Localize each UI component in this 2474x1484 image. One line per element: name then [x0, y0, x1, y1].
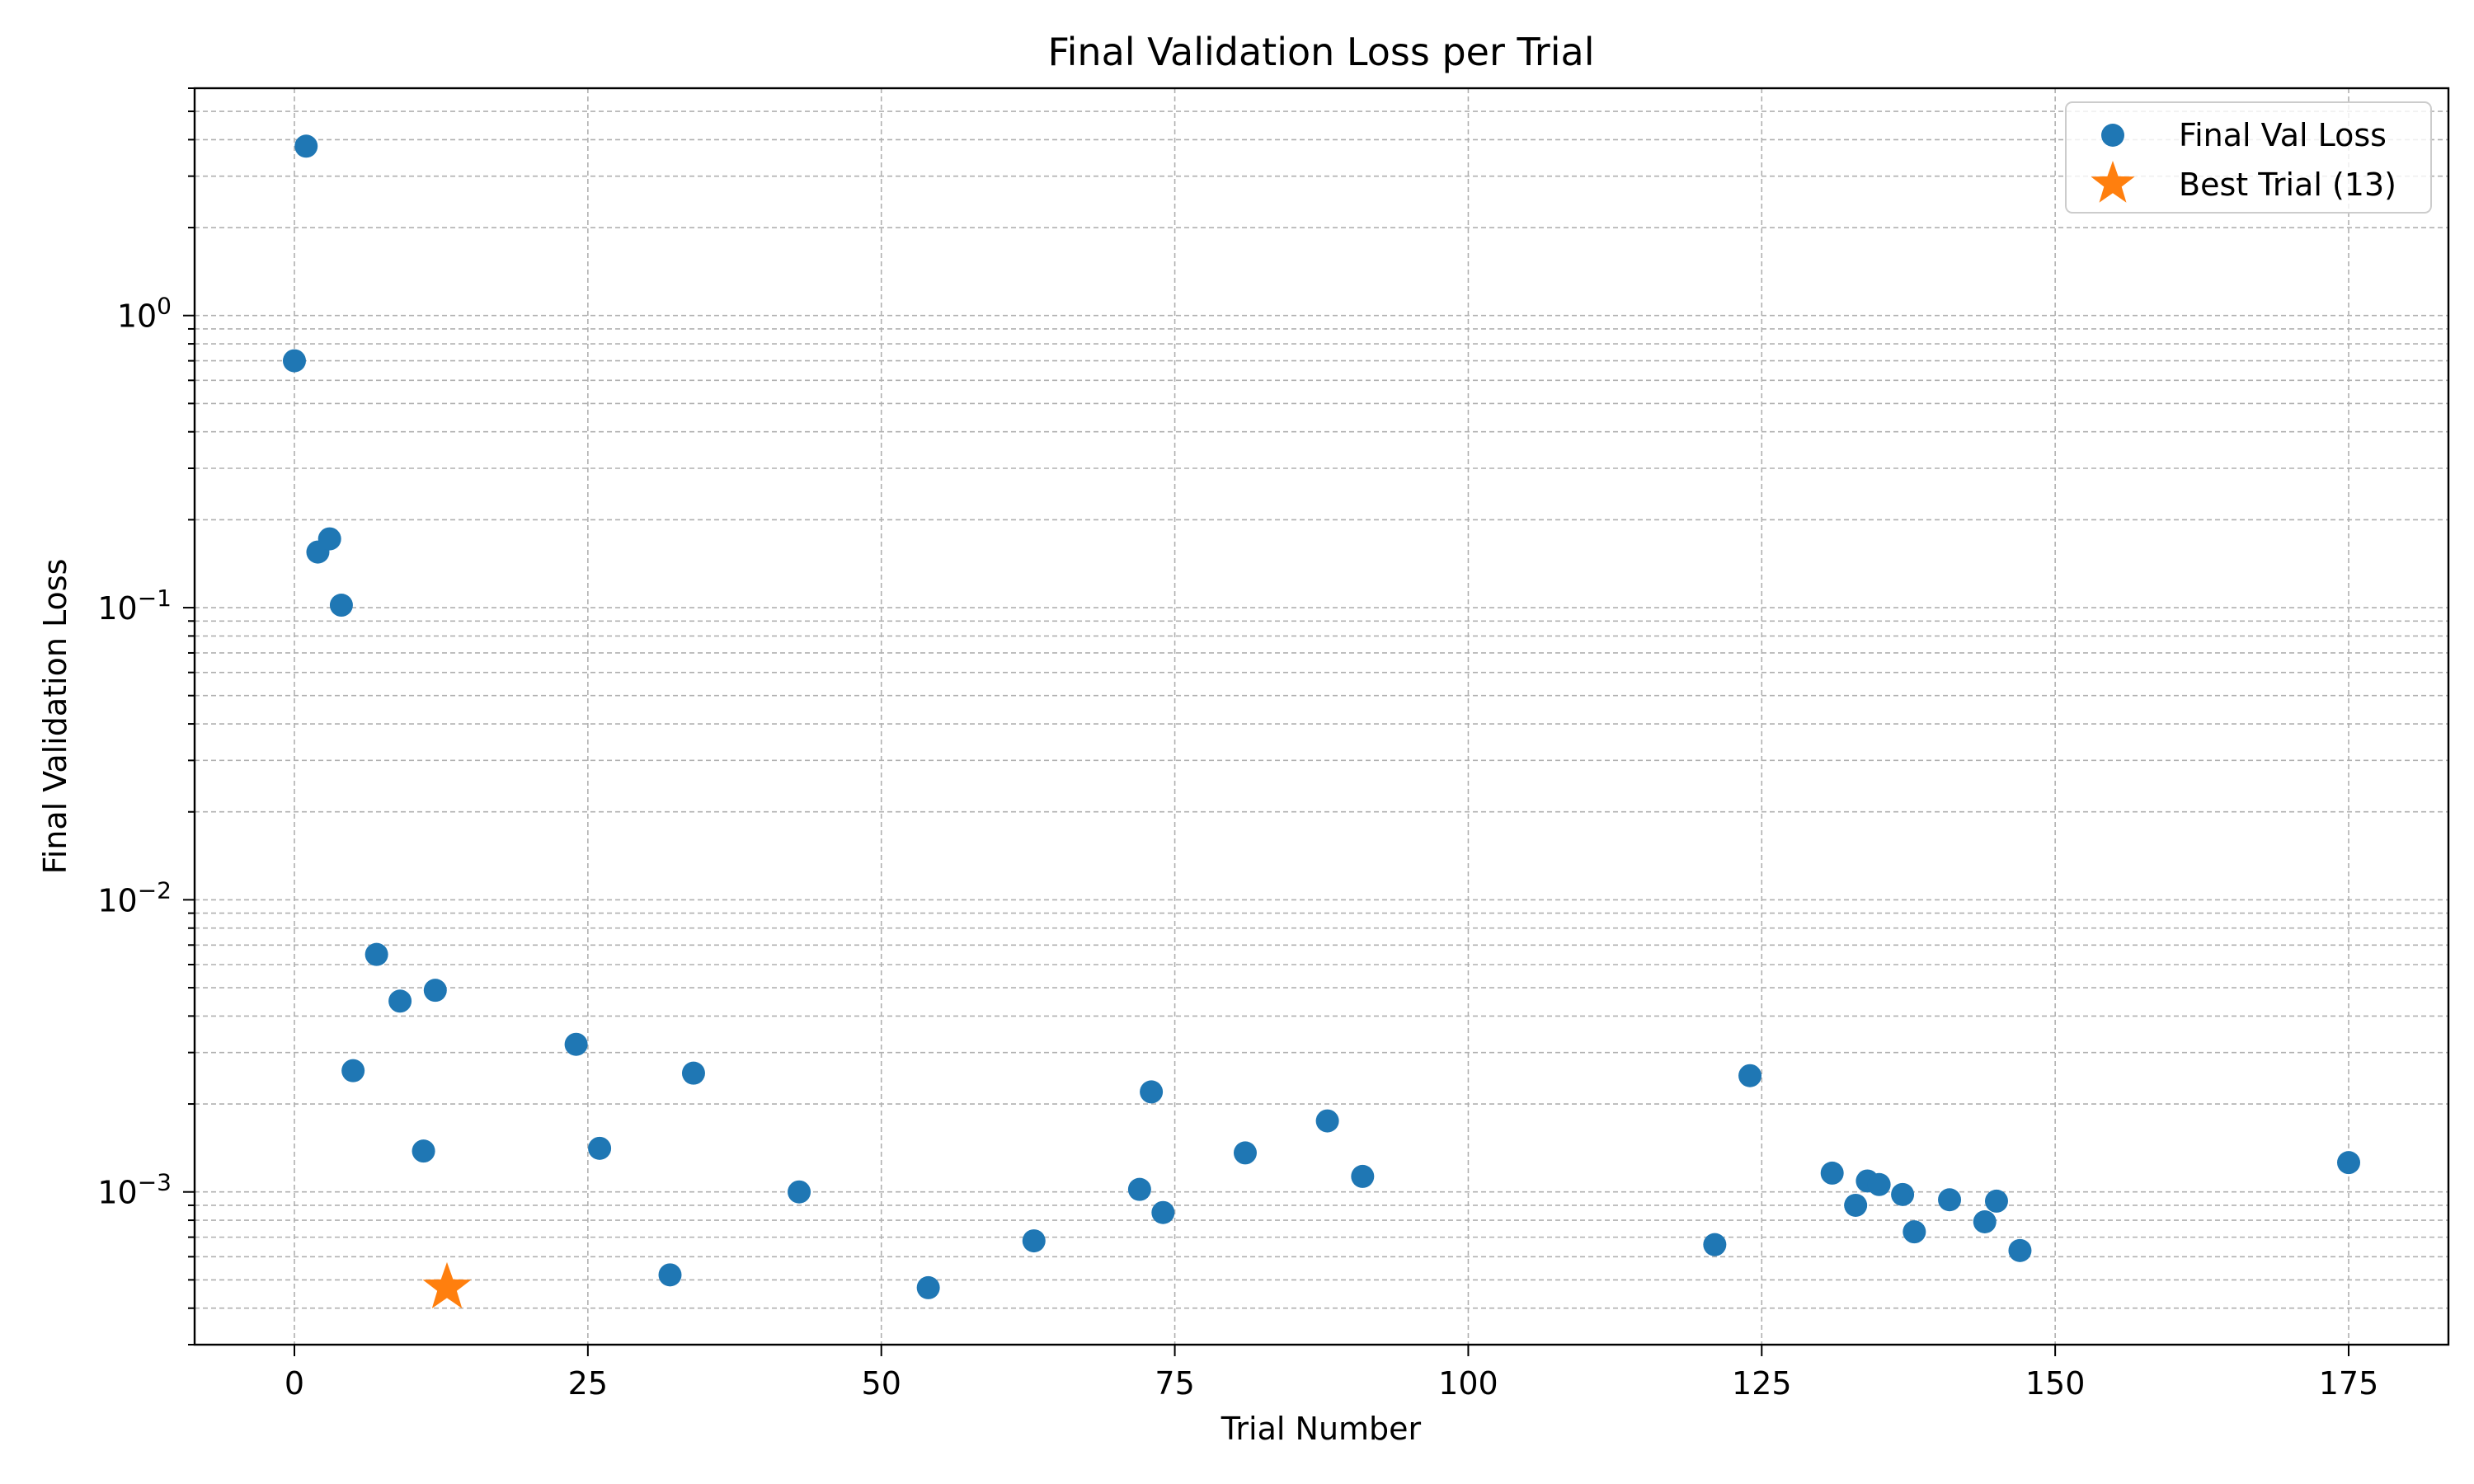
data-point: [1973, 1210, 1997, 1234]
data-point: [1984, 1189, 2008, 1213]
data-point: [388, 989, 412, 1013]
data-point: [564, 1032, 588, 1056]
x-tick-label: 100: [1438, 1365, 1498, 1402]
x-tick-label: 150: [2025, 1365, 2086, 1402]
legend-label-final-val-loss: Final Val Loss: [2179, 117, 2387, 153]
data-point: [1140, 1080, 1164, 1104]
x-tick-label: 50: [862, 1365, 901, 1402]
data-point: [1703, 1233, 1727, 1256]
data-point: [1351, 1164, 1375, 1188]
data-point: [1233, 1141, 1257, 1165]
legend-star-shape: [2091, 161, 2135, 203]
x-axis-label: Trial Number: [1221, 1411, 1422, 1447]
data-point: [2008, 1238, 2032, 1262]
data-point: [1127, 1177, 1151, 1201]
data-point: [1022, 1229, 1046, 1253]
axis-ticks: 10−3 10−2 10−1 100 0 25 50 75 100 125 150 175: [97, 87, 2379, 1402]
y-axis-label: Final Validation Loss: [37, 559, 73, 875]
data-point: [1903, 1220, 1926, 1244]
legend-marker-best-trial: [2091, 161, 2135, 203]
legend: Final Val Loss Best Trial (13): [2065, 101, 2432, 214]
data-point: [412, 1139, 435, 1163]
data-points: [282, 134, 2361, 1308]
data-point: [317, 527, 341, 551]
data-point: [341, 1059, 365, 1082]
y-tick-label: 10−3: [97, 1169, 172, 1211]
y-tick-label: 100: [117, 293, 172, 335]
y-tick-label: 10−2: [97, 876, 172, 918]
data-point: [1891, 1182, 1915, 1206]
data-point: [1151, 1200, 1175, 1224]
data-point: [1820, 1161, 1844, 1185]
x-tick-label: 0: [285, 1365, 304, 1402]
x-tick-label: 25: [568, 1365, 608, 1402]
data-point: [365, 942, 388, 966]
data-point: [1938, 1188, 1962, 1212]
best-trial-star-point: [422, 1261, 472, 1308]
data-point: [658, 1263, 682, 1287]
x-tick-label: 175: [2319, 1365, 2379, 1402]
data-point: [1738, 1064, 1762, 1087]
data-point: [588, 1136, 612, 1160]
data-point: [329, 594, 353, 618]
chart-title: Final Validation Loss per Trial: [1048, 30, 1595, 74]
data-point: [788, 1180, 811, 1204]
data-point: [282, 349, 306, 373]
data-point: [423, 979, 447, 1003]
legend-marker-final-val-loss: [2101, 124, 2124, 147]
x-tick-label: 125: [1732, 1365, 1792, 1402]
data-point: [1844, 1193, 1868, 1217]
x-tick-label: 75: [1155, 1365, 1194, 1402]
data-point: [294, 134, 318, 158]
data-point: [2337, 1151, 2361, 1175]
grid: [195, 87, 2448, 1345]
legend-box: [2065, 101, 2432, 214]
plot-area-frame: [193, 87, 2450, 1346]
data-point: [1315, 1109, 1339, 1133]
legend-label-best-trial: Best Trial (13): [2179, 167, 2396, 203]
y-tick-label: 10−1: [97, 585, 172, 627]
data-point: [916, 1275, 940, 1299]
data-point: [1867, 1172, 1891, 1196]
data-point: [681, 1061, 705, 1085]
